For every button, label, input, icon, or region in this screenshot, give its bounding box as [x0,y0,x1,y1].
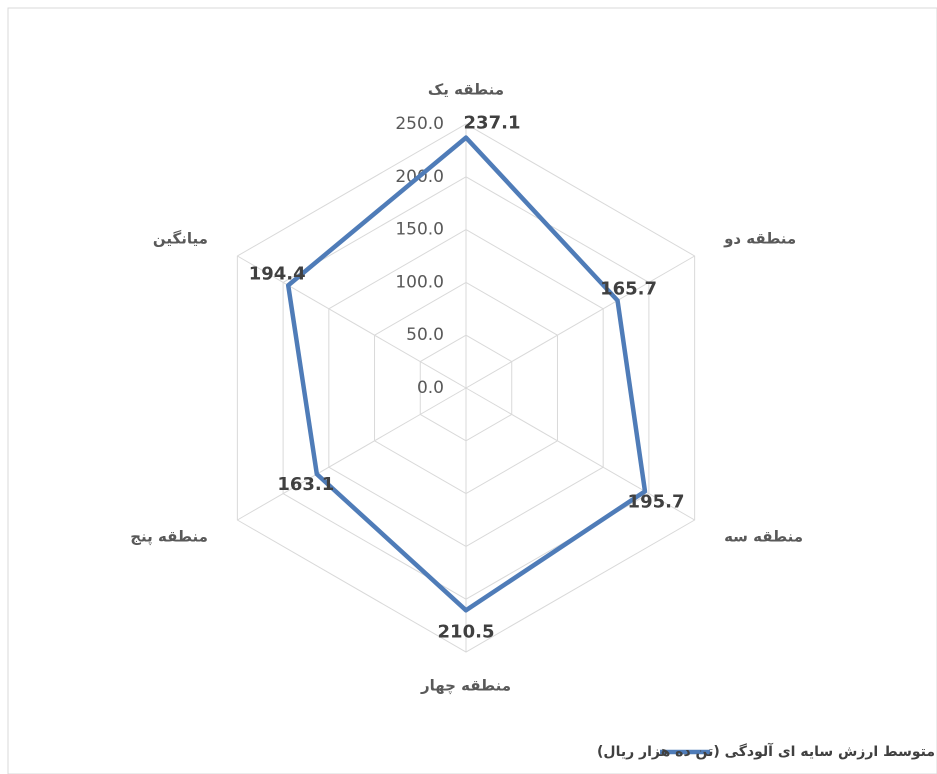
chart: 0.050.0100.0150.0200.0250.0منطقه یکمنطقه… [0,0,937,774]
category-label: منطقه یک [428,81,504,99]
category-label: منطقه دو [723,230,796,248]
spoke [466,256,695,388]
category-label: منطقه چهار [420,677,511,696]
value-label: 210.5 [438,621,495,642]
spoke [237,388,466,520]
value-label: 195.7 [628,491,685,512]
y-tick-label: 250.0 [395,114,444,134]
y-tick-label: 50.0 [406,325,444,345]
category-label: منطقه سه [724,528,803,546]
value-label: 237.1 [464,113,521,134]
y-tick-label: 0.0 [417,378,444,398]
value-label: 194.4 [249,263,306,284]
category-label: منطقه پنج [130,528,208,547]
radar-line [288,138,645,611]
legend-label: متوسط ارزش سایه ای آلودگی (تن ده هزار ری… [597,742,935,760]
y-tick-label: 100.0 [395,272,444,292]
value-label: 163.1 [277,474,334,495]
category-label: میانگین [153,230,208,248]
value-label: 165.7 [600,279,657,300]
y-tick-label: 150.0 [395,220,444,240]
